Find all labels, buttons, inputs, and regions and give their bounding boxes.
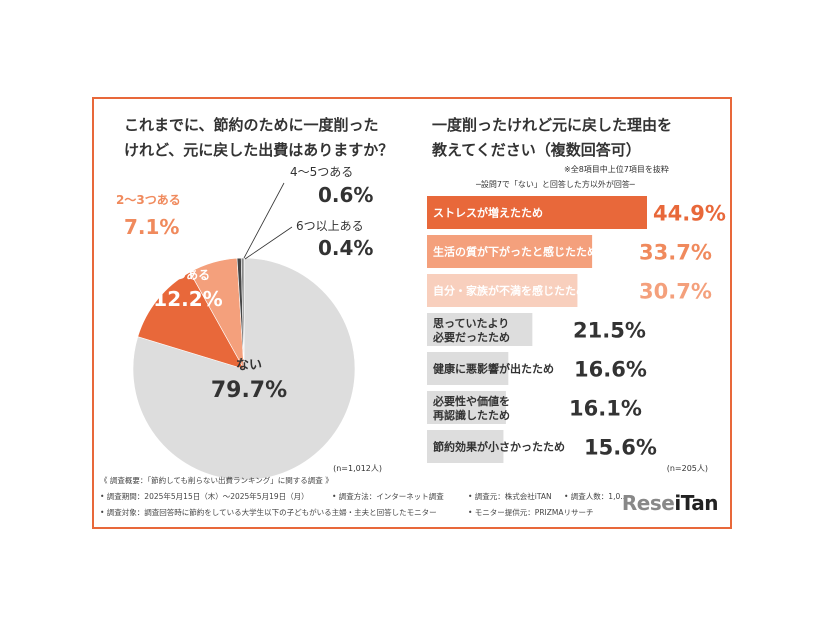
- bar-title-line2: 教えてください（複数回答可）: [432, 141, 641, 159]
- pie-slice-4: [240, 257, 245, 370]
- bar-value-6: 15.6%: [584, 436, 657, 460]
- pie-value-0: 79.7%: [211, 378, 287, 403]
- pie-value-3: 0.6%: [318, 183, 373, 207]
- pie-value-2: 7.1%: [124, 215, 179, 239]
- footer-period: • 調査期間：2025年5月15日（木）〜2025年5月19日（月）: [100, 492, 309, 501]
- bar-value-3: 21.5%: [573, 319, 646, 343]
- pie-title-line1: これまでに、節約のために一度削った: [124, 116, 379, 134]
- pie-slice-1: [137, 271, 245, 370]
- bar-label-6: 節約効果が小さかったため: [433, 440, 565, 454]
- bar-5: [427, 391, 506, 424]
- bar-subnote: ─設問7で「ない」と回答した方以外が回答─: [476, 180, 635, 189]
- bar-value-0: 44.9%: [653, 202, 726, 226]
- bar-value-2: 30.7%: [639, 280, 712, 304]
- pie-label-1: 1つある: [166, 268, 210, 282]
- footer-count: • 調査人数：1,0...: [564, 492, 628, 501]
- bar-value-5: 16.1%: [569, 397, 642, 421]
- resemom-logo: ReseiTan: [621, 491, 719, 515]
- footer-source: • 調査元：株式会社iTAN: [468, 492, 552, 501]
- pie-label-0: ない: [236, 358, 262, 373]
- bar-6: [427, 430, 504, 463]
- chart-panel: これまでに、節約のために一度削った けれど、元に戻した出費はありますか？ 一度削…: [92, 97, 732, 529]
- pie-leader-3: [243, 182, 285, 259]
- bar-4: [427, 352, 509, 385]
- bar-value-4: 16.6%: [574, 358, 647, 382]
- bar-title-line1: 一度削ったけれど元に戻した理由を: [432, 116, 673, 134]
- bar-chart-title: 一度削ったけれど元に戻した理由を 教えてください（複数回答可）: [432, 113, 722, 163]
- pie-label-4: 6つ以上ある: [296, 219, 364, 233]
- bar-n-label: (n=205人): [667, 464, 708, 473]
- bar-3: [427, 313, 533, 346]
- bar-note: ※全8項目中上位7項目を抜粋: [564, 165, 669, 174]
- bar-0: [427, 196, 647, 229]
- bar-label-3-b: 必要だったため: [432, 330, 510, 344]
- bar-label-3-a: 思っていたより: [433, 317, 509, 330]
- bar-label-5-b: 再認識したため: [433, 408, 510, 422]
- pie-value-1: 12.2%: [153, 287, 222, 311]
- footer-line1: 《 調査概要：「節約しても削らない出費ランキング」に関する調査 》: [100, 476, 333, 485]
- pie-label-3: 4〜5つある: [290, 165, 353, 179]
- pie-value-4: 0.4%: [318, 236, 373, 260]
- footer-method: • 調査方法：インターネット調査: [332, 492, 444, 501]
- bar-2: [427, 274, 578, 307]
- bar-1: [427, 235, 593, 268]
- chart-canvas: ない 79.7% 1つある 12.2% 2〜3つある 7.1% 4〜5つある 0.6% 6つ以上…: [116, 165, 726, 481]
- bar-label-0: ストレスが増えたため: [433, 206, 543, 220]
- bar-label-2: 自分・家族が不満を感じたため: [433, 284, 587, 298]
- footer-target: • 調査対象：調査回答時に節約をしている大学生以下の子どもがいる主婦・主夫と回答…: [100, 508, 437, 517]
- pie-chart-title: これまでに、節約のために一度削った けれど、元に戻した出費はありますか？: [124, 113, 414, 163]
- pie-leader-4: [244, 226, 293, 260]
- pie-title-line2: けれど、元に戻した出費はありますか？: [124, 141, 394, 159]
- footer-provider: • モニター提供元：PRIZMAリサーチ: [468, 508, 594, 517]
- bar-value-1: 33.7%: [639, 241, 712, 265]
- bar-label-5-a: 必要性や価値を: [432, 394, 510, 408]
- bar-label-1: 生活の質が下がったと感じたため: [433, 245, 598, 259]
- pie-n-label: (n=1,012人): [333, 464, 382, 473]
- bar-label-4: 健康に悪影響が出たため: [433, 362, 554, 376]
- pie-label-2: 2〜3つある: [116, 193, 181, 207]
